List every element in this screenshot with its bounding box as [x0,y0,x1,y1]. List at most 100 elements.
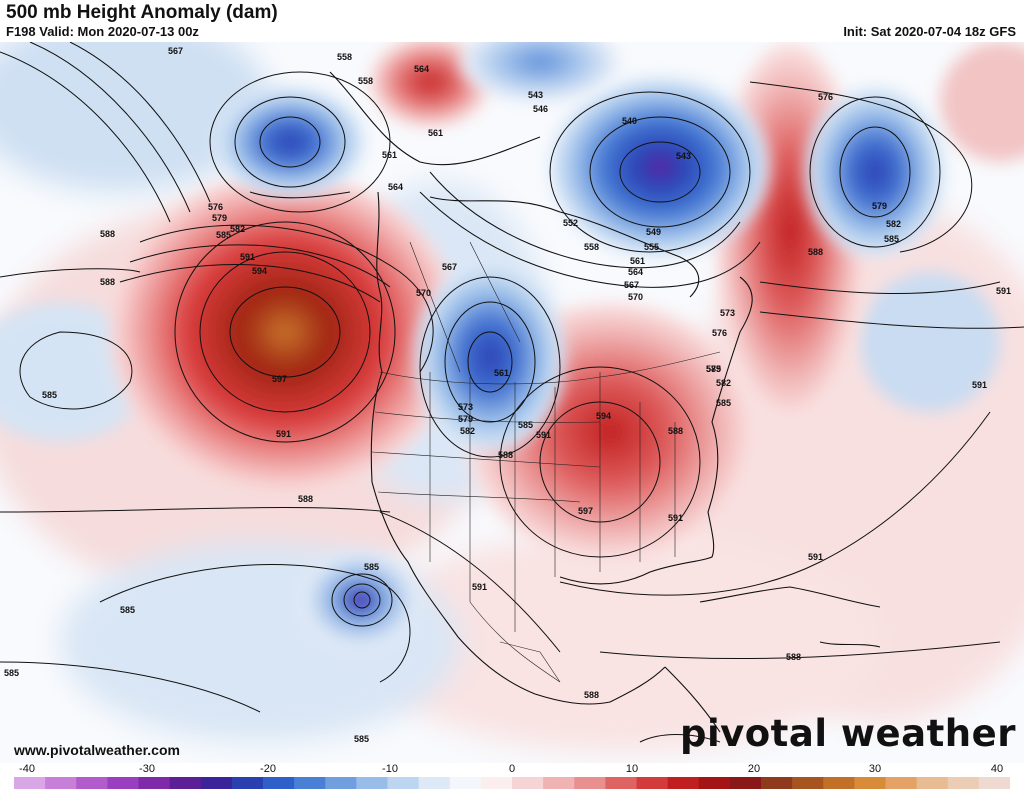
colorbar-swatch [916,777,949,789]
colorbar-tick: -20 [260,763,276,775]
colorbar-swatch [978,777,1010,789]
contour-label: 585 [4,668,19,678]
contour-label: 588 [298,494,313,504]
contour-label: 588 [786,652,801,662]
contour-label: 579 [872,201,887,211]
colorbar-swatch [418,777,451,789]
contour-label: 573 [720,308,735,318]
colorbar-swatch [76,777,108,789]
colorbar-swatch [45,777,77,789]
contour-label: 594 [252,266,267,276]
contour-label: 579 [706,364,721,374]
contour-label: 576 [208,202,223,212]
contour-label: 567 [442,262,457,272]
colorbar-swatch [449,777,482,789]
contour-label: 558 [584,242,599,252]
contour-label: 576 [818,92,833,102]
colorbar-swatch [231,777,264,789]
colorbar-swatch [947,777,980,789]
colorbar-swatch [169,777,202,789]
height-contours [0,42,1024,713]
contour-label: 576 [712,328,727,338]
colorbar-swatch [294,777,326,789]
colorbar-tick: 0 [508,763,516,775]
colorbar-tick: -10 [382,763,398,775]
contour-label: 564 [388,182,403,192]
colorbar-swatch [605,777,638,789]
contour-label: 585 [120,605,135,615]
contour-label: 585 [706,364,721,374]
colorbar-swatch [698,777,731,789]
contour-label: 567 [168,46,183,56]
colorbar-swatch [107,777,140,789]
source-url: www.pivotalweather.com [14,742,180,758]
colorbar-swatch [792,777,824,789]
map-title: 500 mb Height Anomaly (dam) [6,2,278,23]
colorbar-ticks: -40 -30 -20 -10 0 10 20 30 40 [0,763,1024,777]
contour-label: 543 [528,90,543,100]
contour-label: 585 [42,390,57,400]
contour-label: 570 [416,288,431,298]
colorbar-swatch [636,777,669,789]
brand-logo: pivotal weather [679,712,1016,755]
contour-label: 591 [472,582,487,592]
contour-label: 579 [458,414,473,424]
colorbar-swatch [138,777,171,789]
valid-time: F198 Valid: Mon 2020-07-13 00z [6,24,199,39]
contour-label: 585 [354,734,369,744]
contour-label: 546 [533,104,548,114]
contour-label: 591 [808,552,823,562]
colorbar-tick: 20 [747,763,761,775]
trough-bering-sea [215,87,365,197]
trough-northern-plains [415,262,565,452]
contour-label: 585 [884,234,899,244]
colorbar-swatch [854,777,887,789]
contour-label: 591 [240,252,255,262]
contour-label: 558 [337,52,352,62]
colorbar-tick: -30 [139,763,155,775]
colorbar-swatch [263,777,295,789]
contour-label: 579 [212,213,227,223]
contour-label: 567 [624,280,639,290]
contour-label: 591 [276,429,291,439]
contour-label: 549 [646,227,661,237]
contour-label: 582 [460,426,475,436]
contour-label: 561 [428,128,443,138]
contour-label: 588 [584,690,599,700]
colorbar-swatch [823,777,855,789]
contour-label: 540 [622,116,637,126]
init-time: Init: Sat 2020-07-04 18z GFS [843,24,1016,39]
contour-label: 561 [494,368,509,378]
contour-label: 588 [498,450,513,460]
contour-label: 555 [644,242,659,252]
colorbar-swatch [387,777,420,789]
colorbar-swatch [200,777,233,789]
colorbar-swatch [325,777,357,789]
contour-label: 564 [414,64,429,74]
contour-label: 591 [972,380,987,390]
colorbar-tick: 30 [868,763,882,775]
height-anomaly-map: 567 558 558 564 561 561 564 543 546 540 … [0,42,1024,763]
colorbar-tick: 10 [625,763,639,775]
contour-label: 597 [272,374,287,384]
map-header: 500 mb Height Anomaly (dam) F198 Valid: … [0,0,1024,42]
colorbar-swatch [356,777,389,789]
low-eastern-pacific [300,550,420,650]
contour-label: 561 [382,150,397,160]
contour-label: 558 [358,76,373,86]
contour-label: 594 [596,411,611,421]
contour-label: 591 [996,286,1011,296]
colorbar-swatch [480,777,513,789]
colorbar-tick: 40 [990,763,1004,775]
contour-label: 561 [630,256,645,266]
contour-label: 591 [536,430,551,440]
contour-label: 597 [578,506,593,516]
trough-north-atlantic [805,87,945,257]
contour-label: 588 [100,229,115,239]
contour-label: 585 [716,398,731,408]
contour-label: 588 [808,247,823,257]
colorbar-swatch [667,777,700,789]
contour-label: 582 [886,219,901,229]
contour-label: 582 [230,224,245,234]
contour-label: 588 [668,426,683,436]
